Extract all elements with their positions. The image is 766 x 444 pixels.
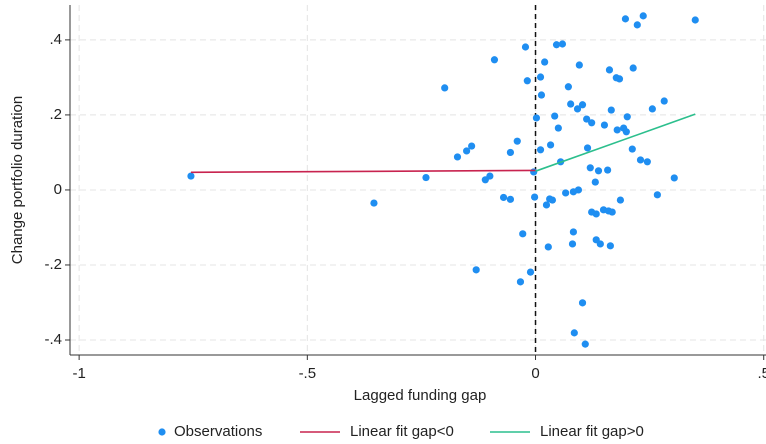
point <box>544 243 552 251</box>
fit-line <box>190 169 536 174</box>
point <box>636 156 645 164</box>
point <box>567 100 575 108</box>
legend-label: Linear fit gap<0 <box>350 423 454 440</box>
point <box>592 210 600 218</box>
point <box>653 191 661 199</box>
y-tick-label: .4 <box>49 31 62 48</box>
point <box>591 178 599 186</box>
point <box>536 73 545 81</box>
point <box>516 278 525 286</box>
point <box>581 340 589 348</box>
point <box>526 268 535 276</box>
point <box>583 144 592 152</box>
point <box>541 58 549 66</box>
point <box>670 174 678 182</box>
point <box>605 66 614 74</box>
point <box>537 91 546 99</box>
point <box>521 43 530 51</box>
point <box>558 40 567 48</box>
point <box>546 141 555 149</box>
point <box>588 119 596 127</box>
point <box>594 167 603 175</box>
x-axis-label: Lagged funding gap <box>354 387 487 404</box>
point <box>472 266 480 274</box>
point <box>453 153 462 161</box>
point <box>607 106 615 114</box>
point <box>573 105 582 113</box>
point <box>490 56 499 64</box>
point <box>578 101 587 109</box>
point <box>691 16 699 24</box>
point <box>608 208 616 216</box>
y-tick-label: -.2 <box>44 256 62 273</box>
point <box>629 64 637 72</box>
point <box>574 186 583 194</box>
point <box>648 105 656 113</box>
point <box>441 84 449 92</box>
point <box>422 173 430 182</box>
y-tick-label: 0 <box>54 181 62 198</box>
point <box>569 228 578 236</box>
point <box>604 166 612 174</box>
point <box>542 201 551 209</box>
y-axis-label: Change portfolio duration <box>9 96 26 264</box>
x-tick-label: .5 <box>757 365 766 382</box>
point <box>622 128 630 136</box>
point <box>530 168 538 176</box>
point <box>554 124 562 132</box>
x-tick-label: 0 <box>531 365 539 382</box>
point <box>633 21 641 29</box>
point <box>643 158 651 166</box>
point <box>660 97 668 105</box>
point <box>523 77 531 85</box>
point <box>570 329 578 337</box>
legend-marker <box>158 428 166 436</box>
fit-line <box>535 113 696 172</box>
point <box>628 145 636 153</box>
point <box>370 199 378 207</box>
point <box>532 114 541 122</box>
point <box>548 196 557 204</box>
point <box>613 126 621 134</box>
point <box>578 299 587 307</box>
point <box>506 148 515 157</box>
point <box>616 196 625 204</box>
point <box>468 142 476 150</box>
point <box>639 12 647 20</box>
point <box>575 61 583 69</box>
point <box>486 172 494 180</box>
point <box>615 75 624 83</box>
point <box>506 195 515 203</box>
x-tick-label: -.5 <box>299 365 317 382</box>
legend-label: Linear fit gap>0 <box>540 423 644 440</box>
point <box>187 172 195 180</box>
point <box>568 240 577 248</box>
point <box>606 242 614 250</box>
point <box>552 41 561 49</box>
point <box>531 193 539 201</box>
point <box>562 189 570 197</box>
point <box>551 112 559 120</box>
point <box>513 137 521 145</box>
point <box>583 115 591 123</box>
point <box>586 164 594 172</box>
y-tick-label: -.4 <box>44 331 62 348</box>
point <box>519 230 527 238</box>
point <box>621 15 630 23</box>
point <box>600 121 609 129</box>
point <box>564 83 572 91</box>
x-tick-label: -1 <box>72 365 85 382</box>
point <box>596 240 604 248</box>
y-tick-label: .2 <box>49 106 62 123</box>
point <box>623 113 631 121</box>
point <box>499 193 508 202</box>
point <box>536 146 545 154</box>
point <box>463 147 471 155</box>
legend-label: Observations <box>174 423 262 440</box>
